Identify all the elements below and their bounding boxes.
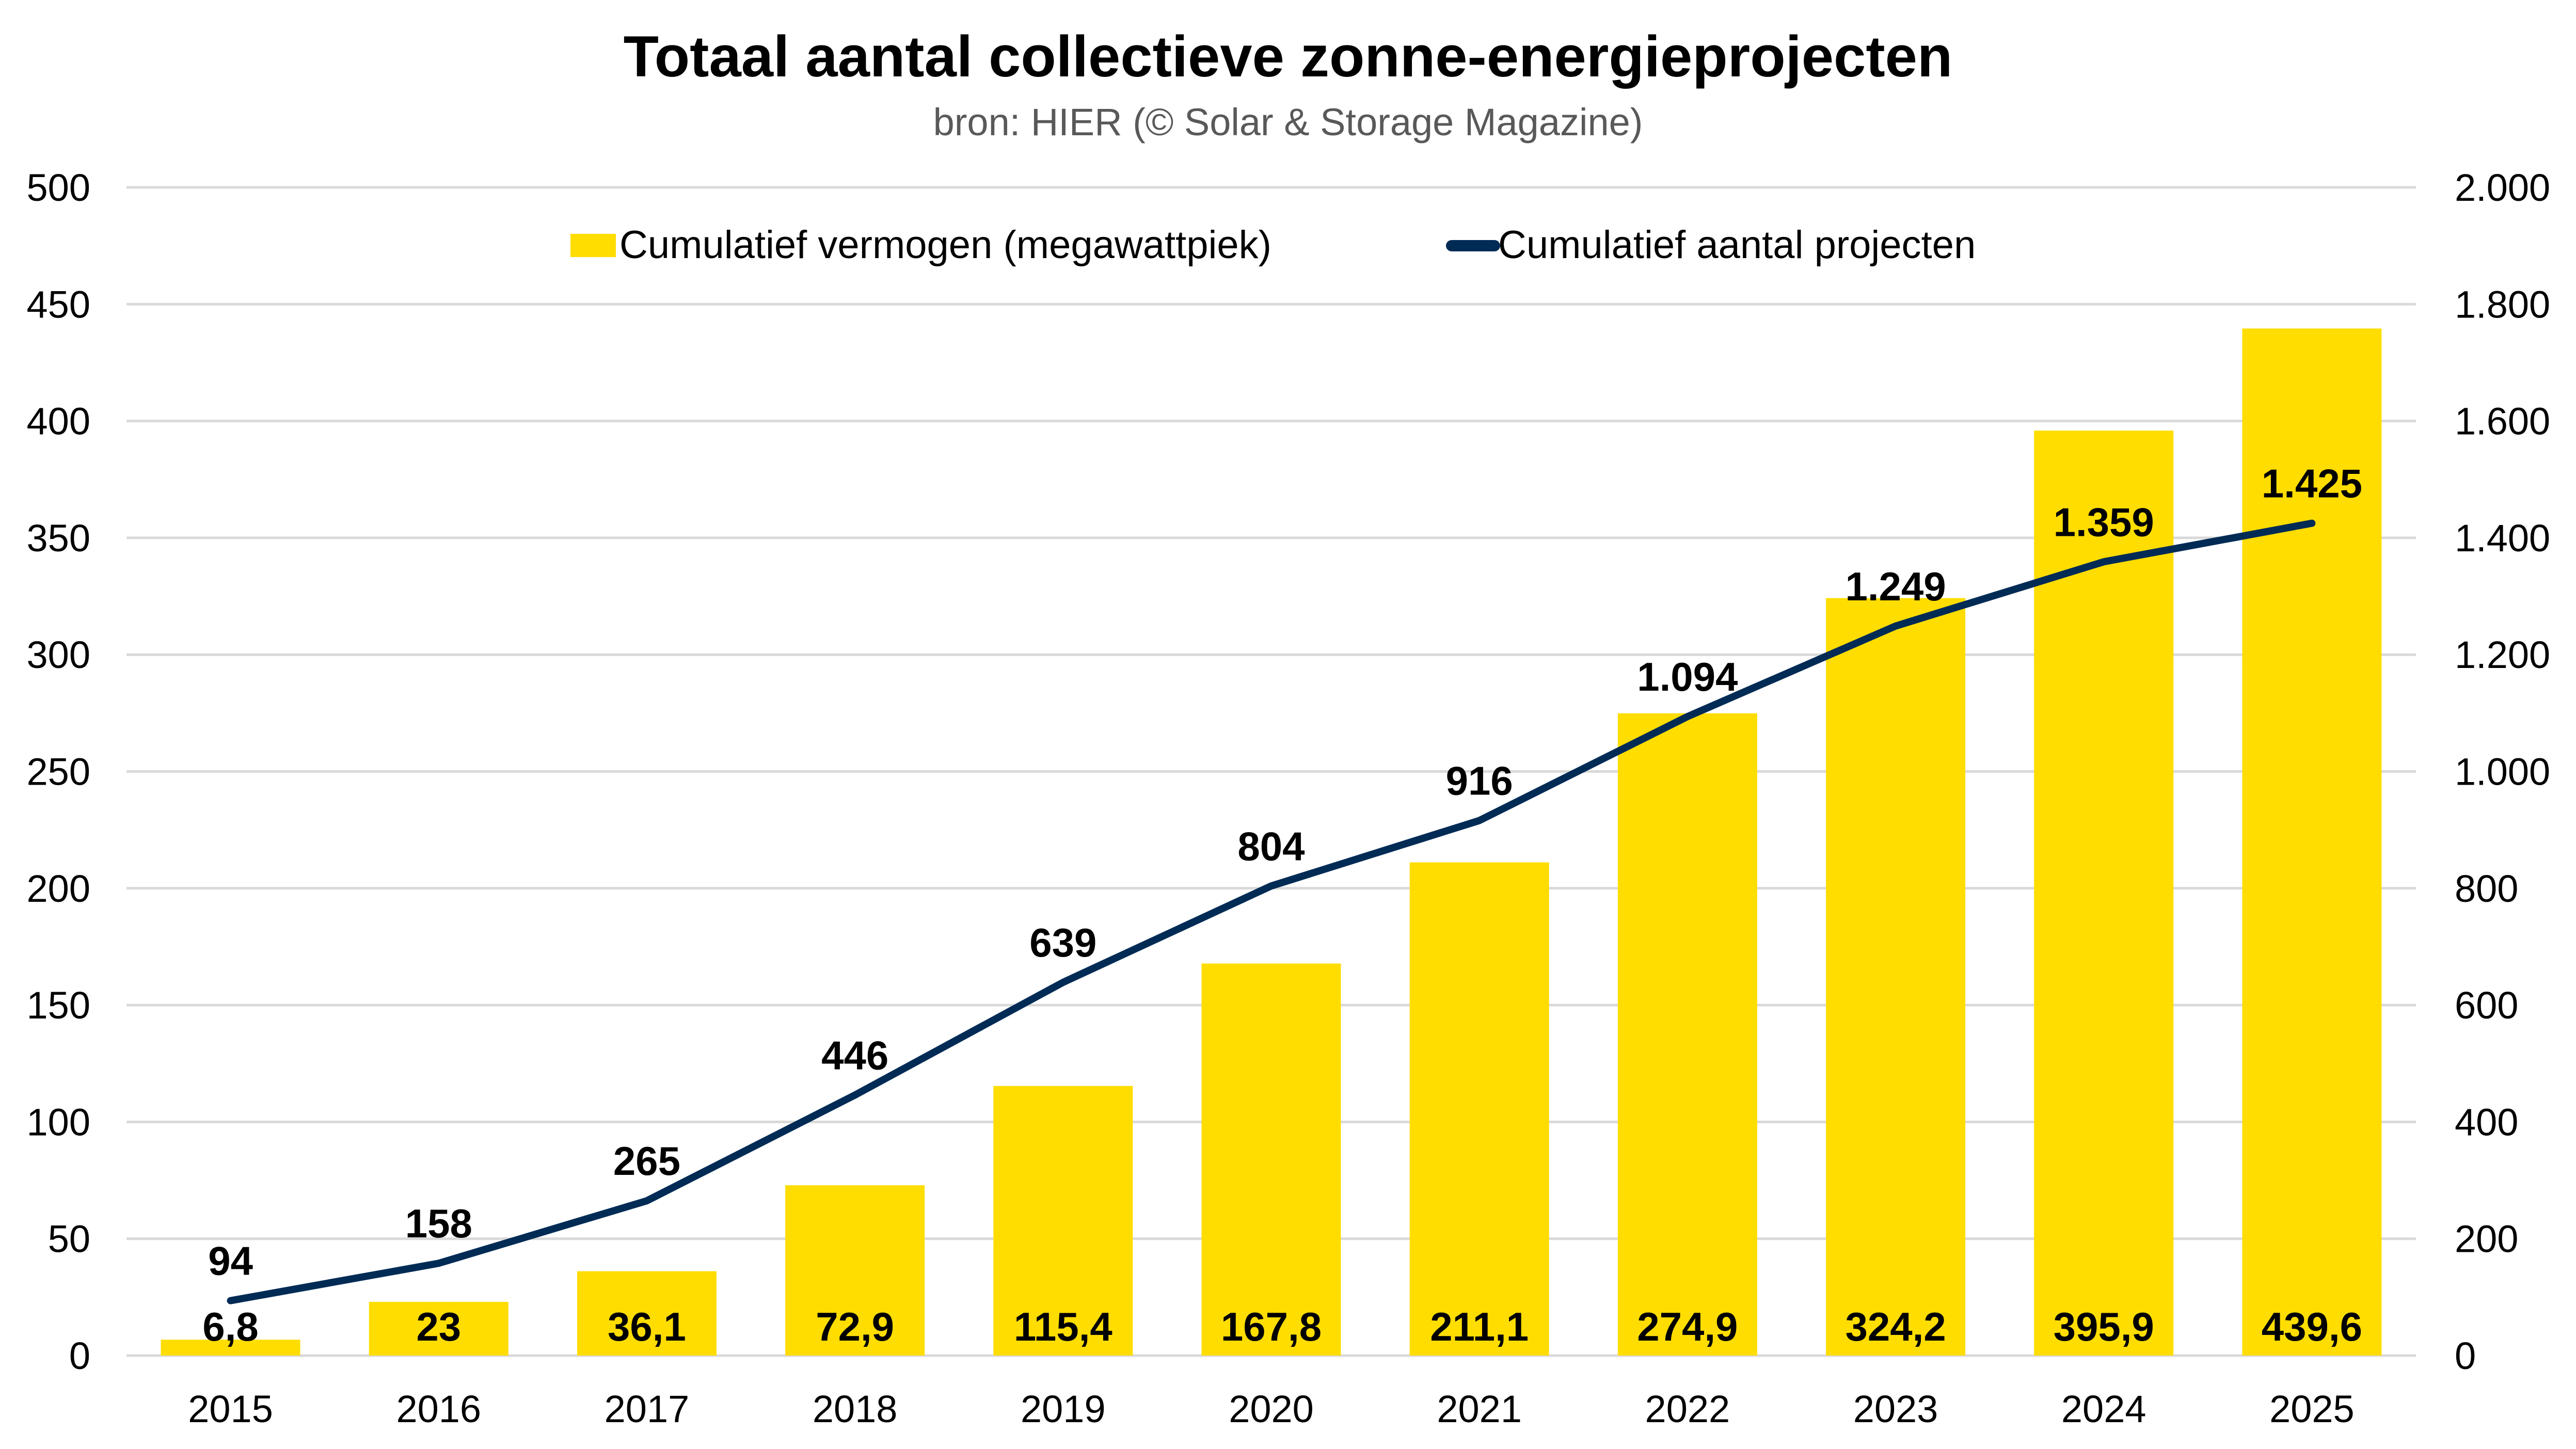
legend-swatch-bars	[570, 234, 616, 257]
bar	[993, 1086, 1133, 1356]
bar-data-label: 23	[416, 1304, 461, 1349]
bar-data-label: 115,4	[1014, 1304, 1112, 1349]
line-data-label: 158	[405, 1201, 472, 1246]
left-tick-label: 400	[27, 400, 90, 443]
bar-data-labels: 6,8 23 36,1 72,9 115,4 167,8 211,1 274,9 324,2 39…	[202, 1304, 2362, 1349]
bar	[369, 1301, 508, 1356]
line-data-label: 94	[208, 1238, 253, 1284]
left-tick-label: 0	[69, 1334, 90, 1377]
legend-label-line: Cumulatief aantal projecten	[1498, 223, 1976, 267]
right-tick-label: 2.000	[2455, 166, 2550, 209]
bar	[2034, 431, 2174, 1356]
line-data-label: 265	[613, 1138, 680, 1184]
bar	[1409, 862, 1549, 1356]
x-tick-label: 2018	[813, 1388, 898, 1430]
left-tick-label: 500	[27, 166, 90, 209]
x-tick-label: 2016	[396, 1388, 481, 1430]
bar-data-label: 324,2	[1845, 1304, 1946, 1349]
bar-data-label: 211,1	[1430, 1304, 1529, 1349]
bar	[1201, 963, 1341, 1356]
line-data-label: 804	[1237, 823, 1305, 869]
bar-data-label: 72,9	[816, 1304, 894, 1349]
line-data-label: 1.425	[2262, 461, 2362, 506]
bar	[2242, 328, 2382, 1356]
x-tick-label: 2017	[605, 1388, 690, 1430]
line-data-label: 1.359	[2054, 499, 2154, 545]
line-data-label: 1.249	[1845, 564, 1946, 609]
bar-series	[161, 328, 2382, 1356]
right-tick-label: 1.200	[2455, 633, 2550, 676]
x-tick-label: 2022	[1645, 1388, 1730, 1430]
right-tick-label: 400	[2455, 1101, 2518, 1143]
left-tick-label: 450	[27, 283, 90, 326]
right-tick-label: 1.600	[2455, 400, 2550, 443]
line-data-label: 916	[1446, 758, 1513, 804]
bar	[577, 1271, 717, 1356]
chart-title: Totaal aantal collectieve zonne-energiep…	[624, 24, 1953, 89]
legend: Cumulatief vermogen (megawattpiek) Cumul…	[570, 223, 1976, 267]
left-tick-label: 100	[27, 1101, 90, 1143]
right-tick-label: 1.000	[2455, 751, 2550, 793]
left-tick-label: 50	[48, 1218, 90, 1261]
bar-data-label: 439,6	[2262, 1304, 2362, 1349]
bar	[1617, 713, 1757, 1356]
line-data-label: 1.094	[1637, 654, 1738, 699]
left-axis: 0 50 100 150 200 250 300 350 400 450 500	[27, 166, 90, 1377]
bar-data-label: 36,1	[608, 1304, 686, 1349]
x-tick-label: 2023	[1853, 1388, 1938, 1430]
left-tick-label: 300	[27, 633, 90, 676]
right-tick-label: 800	[2455, 867, 2518, 910]
x-tick-label: 2021	[1437, 1388, 1522, 1430]
bar-data-label: 167,8	[1221, 1304, 1322, 1349]
bar	[785, 1185, 925, 1356]
bar-data-label: 6,8	[202, 1304, 258, 1349]
line-series	[227, 519, 2316, 1304]
bar-data-label: 274,9	[1637, 1304, 1738, 1349]
x-axis: 2015 2016 2017 2018 2019 2020 2021 2022 2023 2024…	[188, 1388, 2354, 1430]
line-data-label: 446	[821, 1032, 888, 1078]
left-tick-label: 150	[27, 984, 90, 1027]
x-tick-label: 2020	[1229, 1388, 1314, 1430]
bar	[1826, 598, 1966, 1356]
right-tick-label: 0	[2455, 1334, 2476, 1377]
right-axis: 0 200 400 600 800 1.000 1.200 1.400 1.600 1.800 2.…	[2455, 166, 2550, 1377]
right-tick-label: 200	[2455, 1218, 2518, 1261]
x-tick-label: 2024	[2061, 1388, 2146, 1430]
left-tick-label: 350	[27, 517, 90, 560]
legend-label-bars: Cumulatief vermogen (megawattpiek)	[619, 223, 1271, 267]
bar	[161, 1340, 300, 1356]
bar-data-label: 395,9	[2054, 1304, 2154, 1349]
right-tick-label: 1.800	[2455, 283, 2550, 326]
chart-subtitle: bron: HIER (© Solar & Storage Magazine)	[933, 101, 1643, 144]
x-tick-label: 2019	[1021, 1388, 1106, 1430]
x-tick-label: 2015	[188, 1388, 273, 1430]
right-tick-label: 600	[2455, 984, 2518, 1027]
left-tick-label: 250	[27, 751, 90, 793]
x-tick-label: 2025	[2269, 1388, 2355, 1430]
right-tick-label: 1.400	[2455, 517, 2550, 560]
line-data-labels: 94 158 265 446 639 804 916 1.094 1.249 1.359 1.425	[208, 461, 2362, 1284]
line-data-label: 639	[1029, 920, 1096, 965]
left-tick-label: 200	[27, 867, 90, 910]
